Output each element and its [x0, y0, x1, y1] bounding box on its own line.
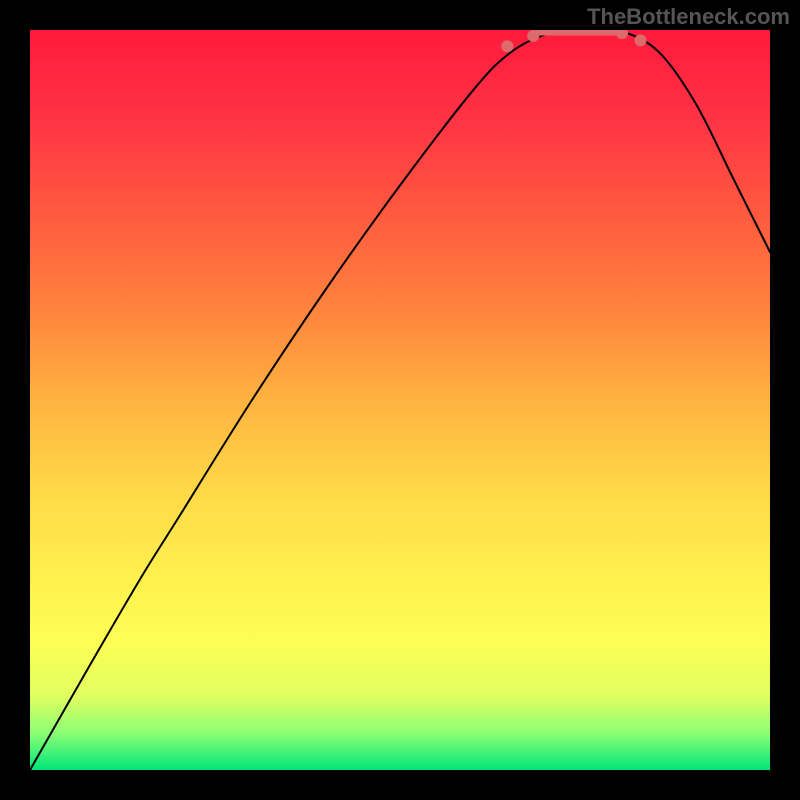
watermark-text: TheBottleneck.com — [587, 4, 790, 30]
chart-container: TheBottleneck.com — [0, 0, 800, 800]
plot-background — [30, 30, 770, 770]
valley-pill-marker — [533, 30, 622, 35]
valley-dot-marker — [635, 34, 647, 46]
plot-svg — [30, 30, 770, 770]
valley-dot-marker — [501, 40, 513, 52]
